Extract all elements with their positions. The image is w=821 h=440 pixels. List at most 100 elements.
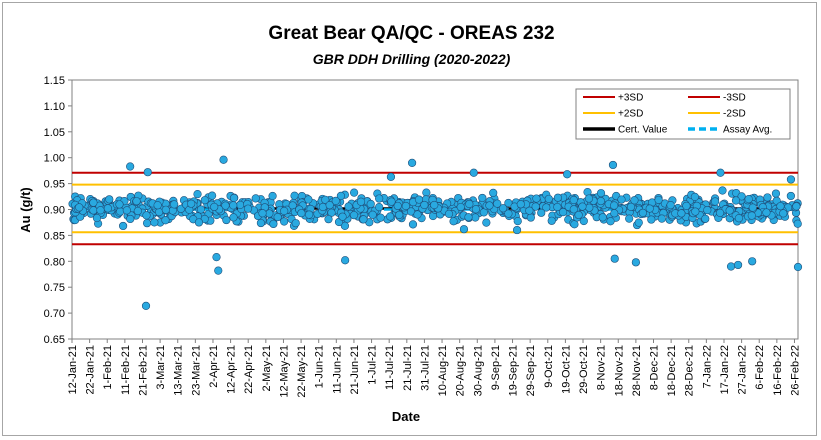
- data-point: [219, 155, 228, 164]
- data-point: [542, 203, 551, 212]
- data-point: [547, 216, 556, 225]
- x-tick-label: 6-Feb-22: [754, 345, 766, 390]
- data-point: [386, 172, 396, 181]
- data-point: [161, 205, 170, 214]
- y-tick-label: 0.85: [44, 230, 65, 242]
- data-point: [478, 193, 487, 203]
- data-point: [608, 160, 618, 170]
- data-point: [513, 217, 522, 226]
- data-point: [525, 206, 534, 215]
- data-point: [420, 200, 429, 210]
- data-point: [512, 225, 522, 235]
- data-point: [718, 186, 727, 195]
- data-point: [569, 205, 578, 214]
- x-tick-label: 2-May-21: [261, 345, 273, 391]
- data-point: [625, 214, 634, 223]
- data-point: [464, 213, 473, 222]
- x-tick-label: 16-Feb-22: [772, 345, 784, 396]
- data-point: [544, 194, 553, 204]
- data-point: [413, 210, 422, 219]
- data-point: [222, 215, 231, 225]
- chart-title: Great Bear QA/QC - OREAS 232: [268, 23, 555, 44]
- y-tick-label: 1.10: [44, 101, 65, 113]
- data-point: [229, 201, 238, 210]
- x-axis-ticks: 12-Jan-21 22-Jan-21 1-Feb-21 11-Feb-21 21-Fe…: [67, 339, 801, 398]
- x-tick-label: 11-Jun-21: [331, 345, 343, 394]
- y-tick-label: 1.05: [44, 127, 65, 139]
- data-point: [407, 158, 417, 167]
- data-point: [258, 209, 267, 218]
- data-point: [647, 215, 656, 224]
- data-point: [297, 209, 306, 218]
- x-tick-label: 29-Sep-21: [525, 345, 537, 396]
- data-point: [792, 202, 801, 211]
- data-point: [376, 213, 385, 222]
- x-tick-label: 21-Jul-21: [402, 345, 414, 391]
- x-tick-label: 29-Oct-21: [578, 345, 590, 394]
- data-point: [324, 215, 333, 224]
- data-point: [733, 260, 743, 270]
- x-tick-label: 13-Mar-21: [173, 345, 185, 396]
- x-tick-label: 8-Dec-21: [649, 345, 661, 390]
- data-point: [105, 195, 114, 204]
- data-point: [504, 209, 513, 218]
- data-point: [456, 202, 465, 212]
- data-point: [793, 262, 803, 272]
- data-point: [350, 188, 359, 197]
- data-point: [273, 212, 282, 222]
- x-tick-label: 19-Sep-21: [508, 345, 520, 396]
- x-tick-label: 2-Apr-21: [208, 345, 220, 388]
- data-point: [532, 194, 541, 203]
- data-point: [485, 201, 494, 210]
- data-point: [291, 219, 300, 228]
- data-point: [748, 257, 757, 266]
- data-point: [776, 202, 785, 211]
- data-point: [368, 210, 377, 219]
- data-point: [143, 168, 152, 177]
- data-point: [92, 213, 102, 223]
- data-point: [762, 208, 771, 217]
- x-tick-label: 28-Nov-21: [631, 345, 643, 396]
- data-point: [617, 195, 626, 204]
- data-point: [715, 208, 725, 217]
- x-tick-label: 30-Aug-21: [472, 345, 484, 396]
- data-point: [341, 256, 350, 265]
- data-point: [331, 196, 340, 205]
- data-point: [96, 206, 105, 215]
- data-point: [280, 217, 289, 226]
- data-point: [645, 204, 654, 213]
- y-tick-label: 0.65: [44, 334, 65, 346]
- data-point: [280, 206, 289, 216]
- data-point: [422, 188, 431, 197]
- x-tick-label: 12-May-21: [278, 345, 290, 398]
- data-point: [498, 204, 508, 213]
- x-tick-label: 26-Feb-22: [789, 345, 801, 396]
- data-point: [690, 192, 699, 201]
- data-point: [269, 219, 278, 229]
- data-point: [375, 194, 384, 203]
- data-point: [631, 258, 640, 267]
- x-tick-label: 23-Mar-21: [190, 345, 202, 396]
- data-point: [349, 211, 359, 220]
- data-point: [471, 205, 481, 214]
- y-axis-ticks: 0.65 0.70 0.75 0.80 0.85 0.90 0.95 1.00 1.05 1.10…: [44, 75, 72, 346]
- data-point: [747, 211, 756, 220]
- y-tick-label: 0.90: [44, 205, 65, 217]
- data-point: [153, 201, 162, 210]
- data-point: [251, 194, 260, 203]
- data-point: [482, 218, 491, 227]
- data-point: [610, 201, 619, 210]
- x-tick-label: 31-Jul-21: [419, 345, 431, 391]
- x-tick-label: 1-Jul-21: [367, 345, 379, 385]
- data-point: [657, 214, 666, 223]
- data-point: [340, 221, 350, 230]
- data-point: [731, 196, 741, 205]
- data-point: [703, 206, 712, 215]
- data-point: [200, 196, 209, 205]
- data-point: [626, 202, 636, 212]
- data-point: [122, 206, 131, 215]
- data-point: [193, 190, 202, 199]
- data-point: [606, 217, 615, 226]
- data-point: [75, 203, 84, 212]
